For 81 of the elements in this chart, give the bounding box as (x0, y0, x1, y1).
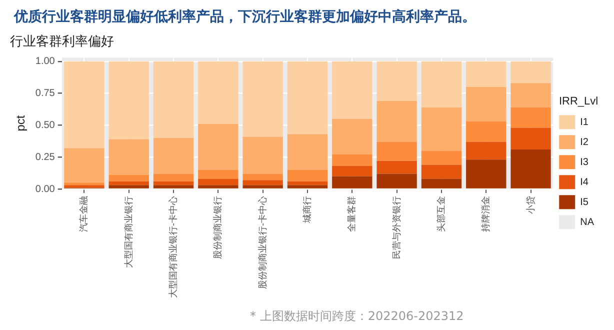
bar (108, 174, 149, 182)
bar (332, 154, 372, 166)
chart-title: 优质行业客群明显偏好低利率产品，下沉行业客群更加偏好中高利率产品。 (14, 8, 476, 26)
bar (108, 181, 149, 186)
bar (466, 86, 506, 122)
bar (510, 107, 551, 128)
y-tick-label: 0.25 (35, 152, 56, 163)
bar (242, 185, 283, 188)
y-tick-label: 0.00 (35, 184, 56, 195)
x-tick-label: 汽车金融 (78, 196, 89, 232)
bar (242, 174, 283, 180)
bar (466, 121, 506, 142)
bar (108, 61, 149, 140)
x-tick-label: 股份制商业银行-卡中心 (257, 196, 268, 290)
bar (466, 160, 506, 188)
y-tick-label: 0.50 (35, 120, 56, 131)
bar (108, 139, 149, 175)
bar (376, 174, 417, 188)
x-tick-label: 大型国有商业银行-卡中心 (168, 196, 178, 298)
bar (510, 61, 551, 84)
bar (153, 181, 194, 186)
y-axis-title: pct (14, 114, 28, 132)
bar (332, 118, 372, 155)
legend-label: I5 (580, 196, 589, 208)
bar (287, 170, 328, 182)
bar (287, 185, 328, 188)
legend-label: I2 (580, 136, 589, 148)
x-tick-label: 大型国有商业银行 (123, 196, 134, 268)
bar (153, 174, 194, 182)
legend-label: I3 (580, 156, 589, 168)
bar (198, 124, 238, 170)
bar (510, 83, 551, 108)
bar (108, 185, 149, 188)
x-tick-label: 持牌消金 (480, 196, 491, 232)
bar (153, 185, 194, 188)
bar (466, 142, 506, 160)
bar (64, 61, 104, 148)
x-tick-label: 民营与外资银行 (391, 196, 402, 260)
x-tick-label: 小贷 (525, 196, 536, 214)
bar (242, 136, 283, 174)
legend-label: I1 (580, 116, 589, 128)
bar (242, 180, 283, 186)
bar (421, 164, 462, 179)
bar (510, 128, 551, 150)
bar (198, 170, 238, 179)
bar (332, 61, 372, 119)
bar (64, 185, 104, 188)
bar (421, 150, 462, 165)
bar (376, 142, 417, 161)
y-tick-label: 1.00 (35, 56, 56, 68)
bar (242, 61, 283, 137)
bar (198, 61, 238, 124)
bar (421, 178, 462, 188)
legend-title: IRR_Lvl (558, 95, 598, 108)
bar (153, 61, 194, 138)
bar (287, 134, 328, 170)
bar (198, 178, 238, 186)
bar (64, 148, 104, 183)
bar (421, 107, 462, 151)
bar (64, 182, 104, 186)
legend-label: NA (580, 216, 594, 228)
x-tick-label: 全量客群 (346, 196, 357, 232)
bar (287, 181, 328, 186)
legend-label: I4 (580, 176, 589, 188)
chart-subtitle: 行业客群利率偏好 (10, 33, 114, 48)
bar (332, 166, 372, 176)
bar (421, 61, 462, 108)
y-tick-label: 0.75 (35, 88, 56, 100)
bar (153, 138, 194, 174)
bar (376, 61, 417, 101)
bar (510, 149, 551, 188)
bar (466, 61, 506, 87)
bar (287, 61, 328, 134)
bar (376, 160, 417, 174)
bar (376, 100, 417, 142)
x-tick-label: 城商行 (302, 196, 312, 224)
bar (198, 185, 238, 188)
text: * 上图数据时间跨度：202206-202312 (250, 308, 464, 325)
x-tick-label: 头部互金 (436, 196, 446, 232)
x-tick-label: 股份制商业银行 (212, 196, 223, 260)
bar (332, 176, 372, 188)
